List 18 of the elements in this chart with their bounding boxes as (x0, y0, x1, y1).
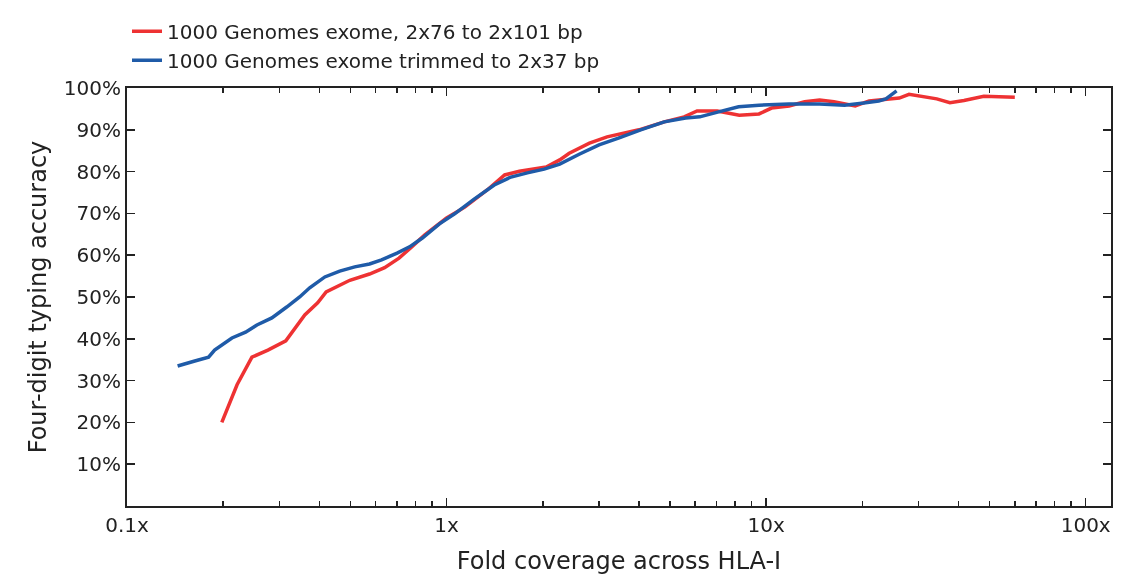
y-tick-label: 30% (76, 368, 121, 393)
y-tick-label: 20% (76, 410, 121, 435)
x-tick-label: 1x (434, 513, 460, 537)
y-tick-label: 10% (76, 452, 121, 477)
y-tick-label: 100% (63, 76, 121, 100)
y-tick-label: 70% (76, 201, 121, 226)
legend-label: 1000 Genomes exome, 2x76 to 2x101 bp (167, 19, 583, 44)
y-axis-title: Four-digit typing accuracy (24, 140, 53, 454)
y-tick-label: 90% (76, 117, 121, 142)
x-tick-label: 10x (747, 513, 785, 537)
y-tick-label: 80% (76, 159, 121, 184)
legend-label: 1000 Genomes exome trimmed to 2x37 bp (167, 48, 600, 73)
x-axis-title: Fold coverage across HLA-I (456, 546, 782, 575)
y-tick-label: 40% (76, 326, 121, 351)
x-tick-label: 0.1x (105, 513, 149, 537)
y-tick-label: 50% (76, 285, 121, 309)
x-tick-label: 100x (1060, 513, 1111, 537)
y-tick-label: 60% (76, 243, 121, 268)
